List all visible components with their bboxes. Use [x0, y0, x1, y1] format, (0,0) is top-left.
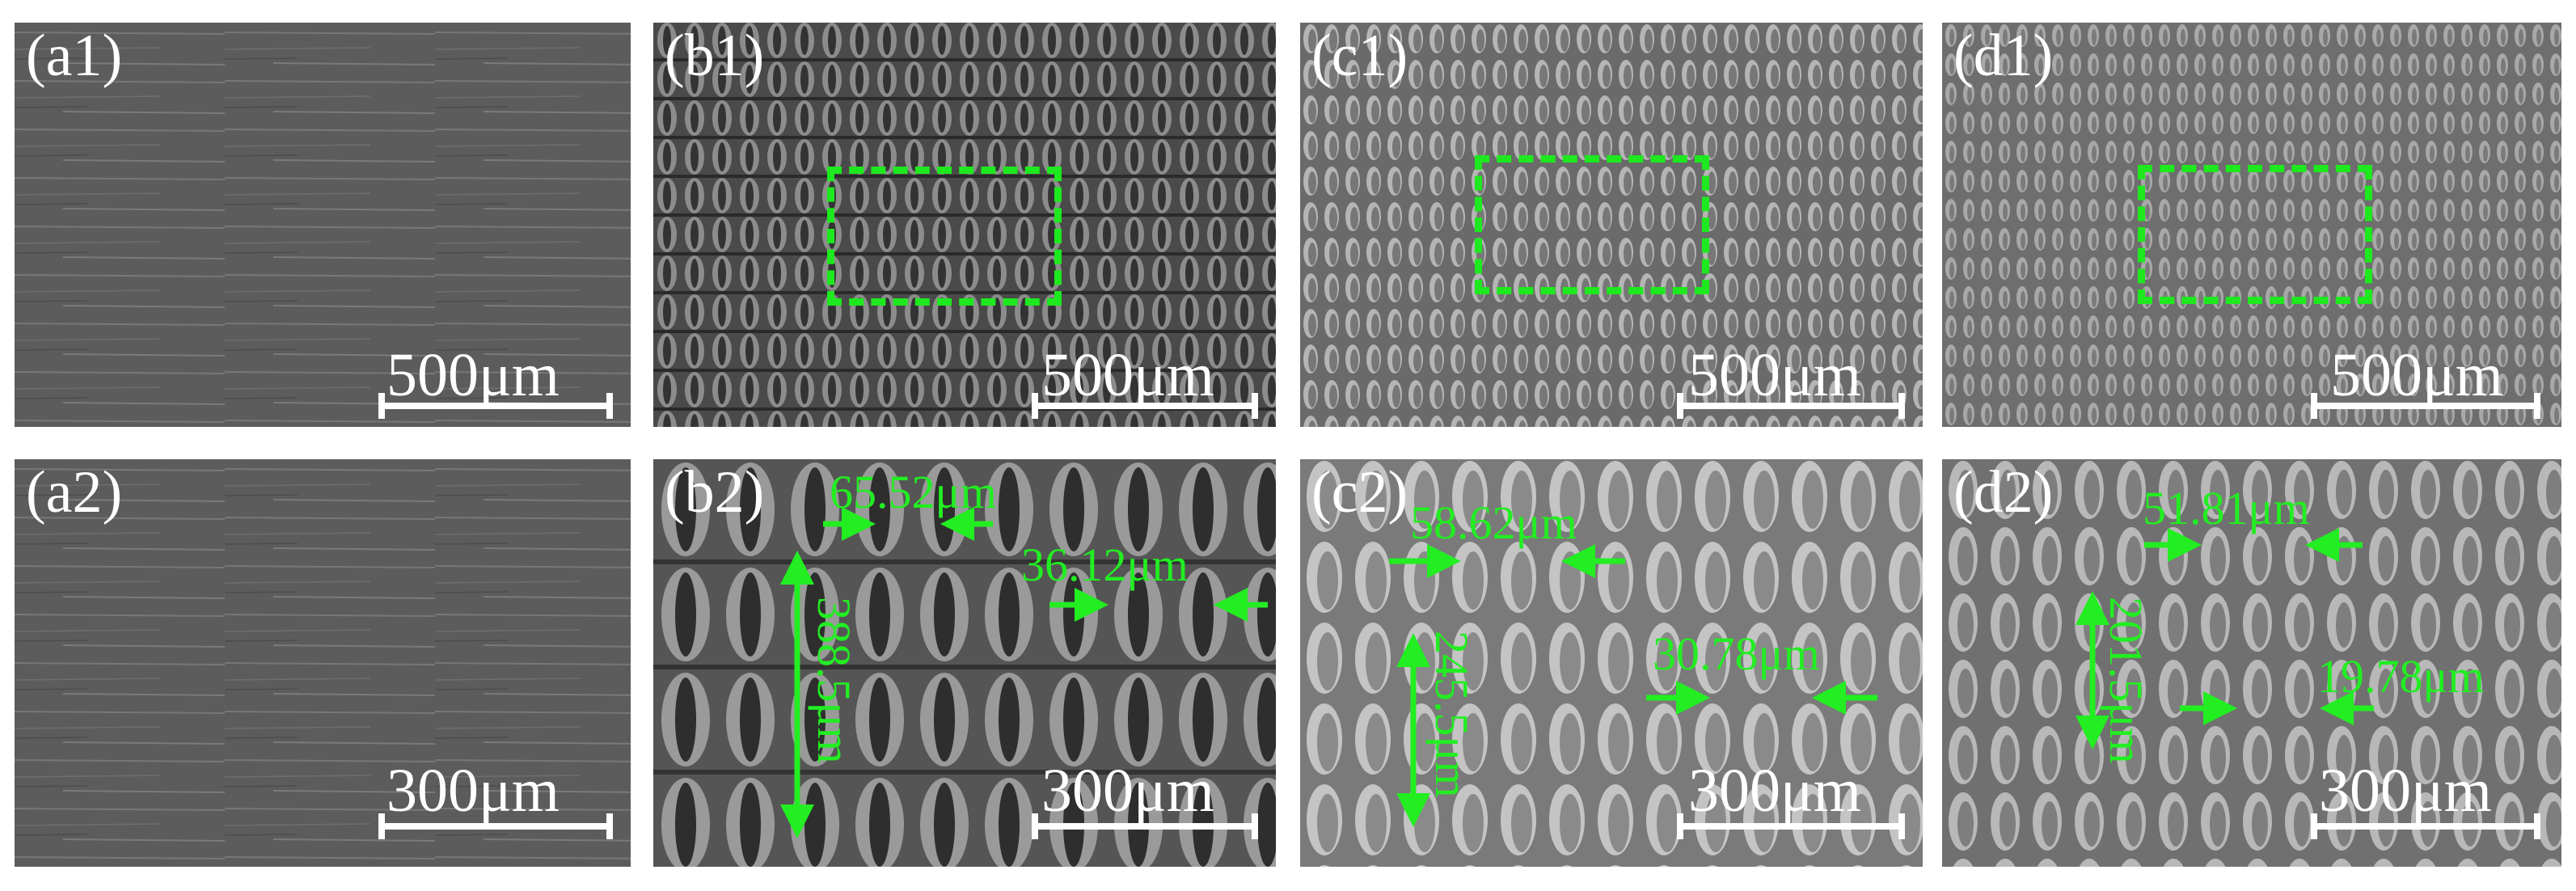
roi-box-c1 [1475, 155, 1709, 294]
sem-image-a1: (a1) 500μm [15, 23, 631, 427]
sem-texture-a2 [15, 459, 631, 867]
panel-label-d2: (d2) [1953, 459, 2054, 526]
sem-image-d2: (d2) 51.81μm 19.78μm 201.5μm 300μm [1942, 459, 2561, 867]
scale-bar-label-d1: 500μm [2330, 341, 2503, 409]
scale-bar-label-b2: 300μm [1041, 757, 1214, 825]
scale-bar-b1 [1032, 393, 1258, 419]
scale-bar-label-d2: 300μm [2319, 757, 2492, 825]
panel-label-b2: (b2) [665, 459, 765, 526]
sem-image-c1: (c1) 500μm [1300, 23, 1923, 427]
scale-bar-label-a2: 300μm [386, 757, 560, 825]
panel-label-b1: (b1) [665, 23, 765, 89]
scale-bar-b2 [1032, 813, 1258, 839]
panel-label-a2: (a2) [26, 459, 123, 526]
measurement-pitch-d2: 51.81μm [2143, 482, 2310, 534]
panel-label-a1: (a1) [26, 23, 123, 89]
scale-bar-label-a1: 500μm [386, 341, 560, 409]
scale-bar-d2 [2311, 813, 2540, 839]
sem-image-a2: (a2) 300μm [15, 459, 631, 867]
scale-bar-c1 [1677, 393, 1905, 419]
sem-image-b2: (b2) 65.52μm 36.12μm 388.5μm 300μm [653, 459, 1276, 867]
sem-texture-c1 [1300, 23, 1923, 427]
panel-label-c2: (c2) [1311, 459, 1408, 526]
sem-image-b1: (b1) 500μm [653, 23, 1276, 427]
roi-box-b1 [827, 167, 1062, 306]
sem-image-d1: (d1) 500μm [1942, 23, 2561, 427]
sem-texture-a1 [15, 23, 631, 427]
scale-bar-c2 [1677, 813, 1905, 839]
measurement-height-b2: 388.5μm [808, 597, 860, 764]
measurement-pitch-c2: 58.62μm [1410, 496, 1577, 549]
sem-texture-d1 [1942, 23, 2561, 427]
panel-label-d1: (d1) [1953, 23, 2054, 89]
measurement-gap-c2: 30.78μm [1653, 627, 1820, 680]
measurement-gap-b2: 36.12μm [1021, 538, 1189, 591]
measurement-height-c2: 245.5μm [1425, 631, 1478, 798]
scale-bar-label-c1: 500μm [1688, 341, 1861, 409]
scale-bar-d1 [2311, 393, 2540, 419]
scale-bar-label-c2: 300μm [1688, 757, 1861, 825]
panel-label-c1: (c1) [1311, 23, 1408, 89]
roi-box-d1 [2138, 165, 2372, 304]
sem-texture-b1 [653, 23, 1276, 427]
sem-texture-d2 [1942, 459, 2561, 867]
scale-bar-label-b1: 500μm [1041, 341, 1214, 409]
measurement-pitch-b2: 65.52μm [830, 466, 997, 518]
measurement-gap-d2: 19.78μm [2317, 650, 2485, 703]
sem-image-c2: (c2) 58.62μm 30.78μm 245.5μm 300μm [1300, 459, 1923, 867]
measurement-height-d2: 201.5μm [2100, 597, 2152, 764]
scale-bar-a2 [378, 813, 613, 839]
scale-bar-a1 [378, 393, 613, 419]
